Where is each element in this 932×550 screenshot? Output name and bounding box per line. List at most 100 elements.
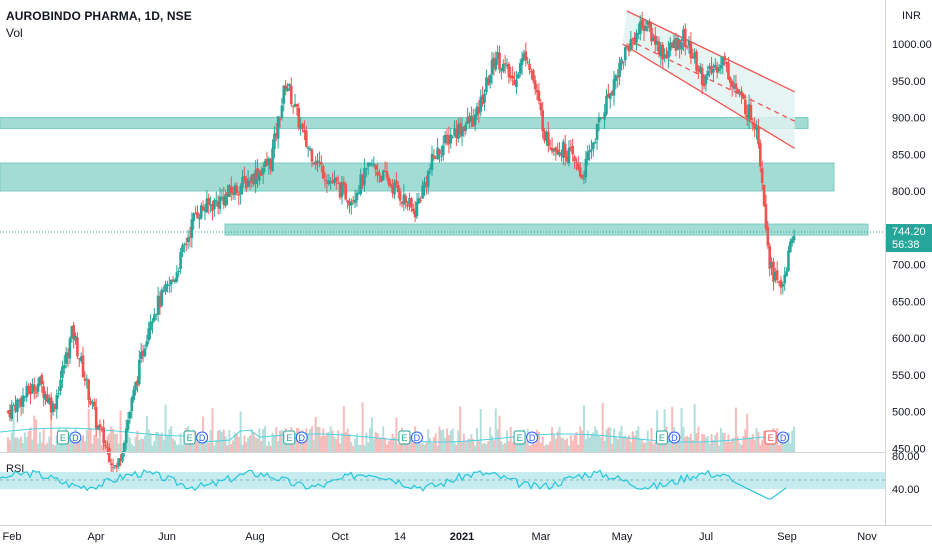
candle-body [601,117,605,119]
candle-body [31,384,34,394]
candle-body [702,83,706,87]
candle-body [49,397,53,413]
last-price-value: 744.20 [892,226,926,238]
candle-body [687,40,691,46]
candle-body [580,174,584,178]
volume-label[interactable]: Vol [6,26,23,40]
time-tick-label: May [612,531,633,543]
time-axis[interactable]: Feb Apr Jun Aug Oct 14 2021 Mar May Jul Sep Nov [0,525,932,544]
volume-bar [703,434,706,452]
candle-body [526,61,529,63]
candle-body [258,171,261,181]
volume-bar [29,427,32,452]
volume-bar [220,431,223,452]
volume-bar [549,441,552,452]
volume-bar [254,437,257,452]
volume-bar [157,431,160,452]
candle-body [532,70,535,81]
volume-bar [294,436,297,452]
candle-body [667,50,670,59]
price-tick-label: 600.00 [892,333,926,345]
candle-body [757,127,760,145]
chart-title[interactable]: AUROBINDO PHARMA, 1D, NSE [6,9,192,23]
candle-body [464,124,468,131]
candle-body [597,117,601,123]
candle-body [16,399,19,413]
candle-body [271,148,274,172]
volume-bar [249,435,252,452]
volume-bar [479,409,482,452]
volume-bar [149,432,152,452]
candle-body [668,42,672,51]
candle-body [665,54,668,59]
price-axis[interactable]: INR1000.00950.00900.00850.00800.00750.00… [885,0,932,550]
candle-body [672,40,676,49]
candle-body [254,169,257,185]
candle-body [483,93,486,103]
volume-bar [551,427,554,452]
volume-bar [466,439,469,452]
volume-bar [706,436,709,452]
volume-bar [346,428,349,452]
candle-body [66,352,70,358]
candle-body [374,164,378,170]
dividend-letter: D [199,433,206,443]
candle-body [376,171,379,176]
candle-body [351,200,355,202]
candle-body [156,295,160,315]
candle-body [766,226,770,246]
candle-body [145,341,149,347]
volume-bar [232,440,235,452]
candle-body [348,200,351,206]
candle-body [535,89,539,93]
volume-bar [534,443,537,452]
volume-bar [472,438,475,452]
candle-body [644,25,648,32]
candle-body [413,210,417,218]
volume-bar [224,436,227,452]
candle-body [473,114,477,126]
candle-body [451,136,454,138]
candle-body [385,171,389,178]
volume-bar [502,444,505,452]
volume-bar [729,441,732,452]
candle-body [111,467,115,469]
volume-bar [584,439,587,452]
volume-bar [265,445,268,452]
volume-bar [333,436,336,452]
volume-bar [205,437,208,452]
earnings-marker [655,430,668,445]
candle-body [383,171,387,173]
candle-body [406,204,409,207]
candle-body [220,197,224,199]
candle-body [79,356,83,362]
volume-bar [611,443,614,452]
candle-body [74,335,77,341]
candle-body [312,163,316,165]
candle-body [211,203,214,212]
candle-body [565,156,569,162]
volume-bar [324,436,327,452]
candle-body [556,149,559,155]
candle-body [541,110,544,132]
volume-bar [474,445,477,452]
time-tick-label: 2021 [450,531,474,543]
candle-body [742,93,745,99]
candle-body [423,182,426,188]
volume-bar [644,442,647,452]
candle-body [674,38,678,51]
volume-bar [661,444,664,452]
candle-body [648,21,651,29]
candle-body [430,153,434,171]
candle-body [698,66,702,73]
candle-body [8,409,12,418]
volume-bar [140,438,143,452]
volume-bar [554,438,557,452]
volume-bar [312,439,315,452]
candle-body [83,378,87,381]
dividend-marker [777,431,790,444]
volume-bar [699,442,702,452]
volume-bar [134,437,137,452]
volume-bar [35,419,38,452]
